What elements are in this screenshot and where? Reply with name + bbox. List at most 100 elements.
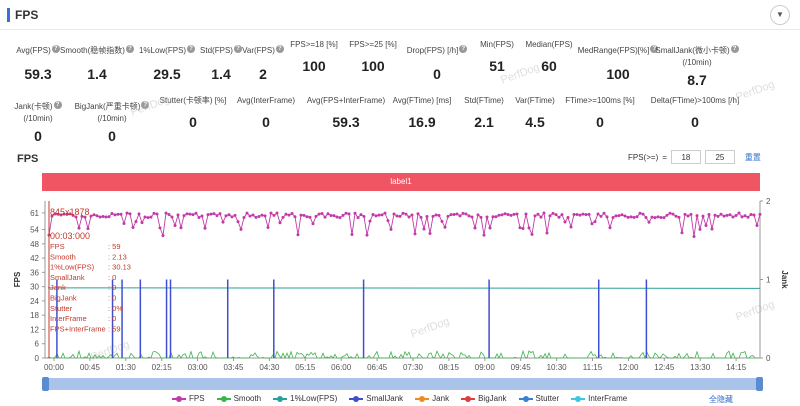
series-fps-point xyxy=(599,214,603,218)
series-fps-point xyxy=(638,211,642,215)
help-icon[interactable]: ? xyxy=(141,100,150,109)
help-icon[interactable]: ? xyxy=(125,44,134,53)
metric-value: 100 xyxy=(302,58,326,74)
series-fps-point xyxy=(194,211,198,215)
chevron-down-icon[interactable]: ▼ xyxy=(770,5,790,25)
tooltip-row-value: : 59 xyxy=(108,242,121,251)
series-fps-point xyxy=(305,215,309,219)
chart-legend: FPS Smooth 1%Low(FPS) SmallJank Jank BigJank S… xyxy=(172,394,627,403)
x-tick-label: 07:30 xyxy=(403,363,424,372)
series-fps-point xyxy=(290,211,294,215)
legend-item-smooth[interactable]: Smooth xyxy=(216,394,261,403)
y-tick-label-left: 30 xyxy=(30,283,39,292)
help-icon[interactable]: ? xyxy=(233,44,242,53)
tooltip-row-key: FPS xyxy=(50,242,65,251)
metric-metrics_row1-0: Avg(FPS)? 59.3 xyxy=(0,40,88,82)
legend-item-jank[interactable]: Jank xyxy=(415,394,449,403)
series-fps-point xyxy=(254,215,258,219)
series-fps-point xyxy=(497,213,501,217)
series-fps-point xyxy=(200,214,204,218)
help-icon[interactable]: ? xyxy=(650,44,659,53)
legend-item-bigjank[interactable]: BigJank xyxy=(461,394,507,403)
series-fps-point xyxy=(296,233,300,237)
series-fps-point xyxy=(281,215,285,219)
series-fps-point xyxy=(644,216,648,220)
scroll-handle-right[interactable] xyxy=(756,377,763,391)
fps-range-high-input[interactable] xyxy=(704,150,735,164)
legend-label: BigJank xyxy=(478,394,507,403)
series-fps-point xyxy=(266,226,270,230)
series-fps-point xyxy=(500,213,504,217)
tooltip-row-value: : 30.13 xyxy=(108,263,131,272)
help-icon[interactable]: ? xyxy=(187,44,196,53)
x-tick-label: 01:30 xyxy=(116,363,137,372)
metric-metrics_row1-10: MedRange(FPS)[%]? 100 xyxy=(568,40,668,82)
legend-item-stutter[interactable]: Stutter xyxy=(518,394,559,403)
x-tick-label: 03:00 xyxy=(188,363,209,372)
series-fps-point xyxy=(632,215,636,219)
x-tick-label: 12:45 xyxy=(654,363,675,372)
series-fps-point xyxy=(683,212,687,216)
metric-label: 1%Low(FPS) xyxy=(138,46,187,55)
series-fps-point xyxy=(746,215,750,219)
series-fps-point xyxy=(416,212,420,216)
x-tick-label: 00:45 xyxy=(80,363,101,372)
series-fps-point xyxy=(395,214,399,218)
series-fps-point xyxy=(77,226,81,230)
tooltip-row-key: Jank xyxy=(50,283,66,292)
series-fps-point xyxy=(749,212,753,216)
series-fps-point xyxy=(209,212,213,216)
series-fps-point xyxy=(347,212,351,216)
legend-item-interframe[interactable]: InterFrame xyxy=(571,394,627,403)
help-icon[interactable]: ? xyxy=(730,44,739,53)
series-1pct-low-line xyxy=(47,287,761,289)
series-fps-point xyxy=(218,212,222,216)
series-fps-point xyxy=(110,212,114,216)
panel-header: FPS ▼ xyxy=(0,0,800,30)
time-scrollbar-thumb[interactable] xyxy=(45,378,760,390)
metric-label: Avg(FPS) xyxy=(16,46,51,55)
help-icon[interactable]: ? xyxy=(53,100,62,109)
legend-item-fps[interactable]: FPS xyxy=(172,394,205,403)
metric-label: Avg(FTime) [ms] xyxy=(392,96,452,105)
legend-label: SmallJank xyxy=(366,394,404,403)
metric-metrics_row1-8: Min(FPS) 51 xyxy=(447,40,547,74)
series-fps-point xyxy=(470,215,474,219)
metric-label: FPS>=18 [%] xyxy=(290,40,338,49)
series-fps-point xyxy=(185,212,189,216)
series-fps-point xyxy=(404,212,408,216)
tooltip-row-value: : 59 xyxy=(108,324,121,333)
series-fps-point xyxy=(224,214,228,218)
series-fps-point xyxy=(428,231,432,235)
help-icon[interactable]: ? xyxy=(51,44,60,53)
series-fps-point xyxy=(545,231,549,235)
series-fps-point xyxy=(509,213,513,217)
series-fps-point xyxy=(443,225,447,229)
series-fps-point xyxy=(308,215,312,219)
help-icon[interactable]: ? xyxy=(459,44,468,53)
series-fps-point xyxy=(419,215,423,219)
reset-button[interactable]: 重置 xyxy=(744,152,761,162)
legend-swatch-icon xyxy=(415,395,430,402)
legend-item-smalljank[interactable]: SmallJank xyxy=(349,394,403,403)
series-fps-point xyxy=(491,215,495,219)
scroll-handle-left[interactable] xyxy=(42,377,49,391)
series-fps-point xyxy=(386,219,390,223)
legend-label: Jank xyxy=(432,394,450,403)
legend-item-1-low-fps-[interactable]: 1%Low(FPS) xyxy=(273,394,337,403)
metric-metrics_row1-6: FPS>=25 [%] 100 xyxy=(323,40,423,74)
y-tick-label-right: 2 xyxy=(766,197,771,206)
series-fps-point xyxy=(365,233,369,237)
hide-all-button[interactable]: 全隐藏 xyxy=(709,395,733,404)
series-fps-point xyxy=(236,220,240,224)
series-fps-point xyxy=(188,212,192,216)
fps-range-low-input[interactable] xyxy=(670,150,701,164)
metric-label: Var(FPS) xyxy=(242,46,275,55)
chart-title: FPS xyxy=(17,153,39,165)
series-fps-point xyxy=(173,224,177,228)
label-bar[interactable]: label1 xyxy=(42,173,760,191)
series-fps-point xyxy=(152,211,156,215)
series-fps-point xyxy=(83,215,87,219)
help-icon[interactable]: ? xyxy=(275,44,284,53)
